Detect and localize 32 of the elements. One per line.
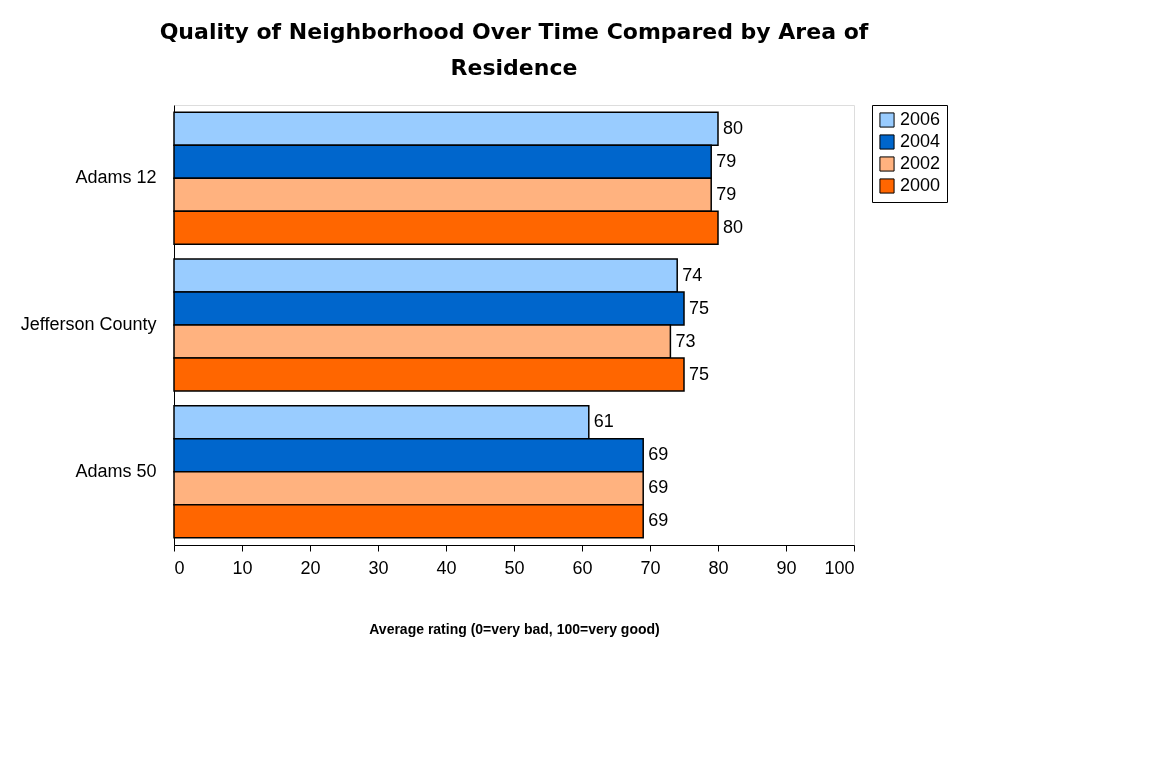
x-axis-title: Average rating (0=very bad, 100=very good) <box>369 620 660 637</box>
x-tick-label: 40 <box>436 557 457 578</box>
data-label: 75 <box>689 297 710 318</box>
x-tick-label: 20 <box>300 557 321 578</box>
x-tick-label: 50 <box>504 557 525 578</box>
x-tick-label: 70 <box>640 557 661 578</box>
data-label: 75 <box>689 363 710 384</box>
legend-label: 2004 <box>900 131 941 151</box>
data-label: 80 <box>723 216 744 237</box>
legend-label: 2006 <box>900 109 941 129</box>
data-label: 79 <box>716 150 737 171</box>
data-label: 61 <box>593 411 614 432</box>
data-label: 69 <box>648 477 669 498</box>
x-tick-label: 100 <box>824 557 855 578</box>
x-tick-label: 90 <box>776 557 797 578</box>
legend-label: 2000 <box>900 175 941 195</box>
data-label: 69 <box>648 510 669 531</box>
data-label: 80 <box>723 117 744 138</box>
x-tick-label: 80 <box>708 557 729 578</box>
y-tick-label: Jefferson County <box>20 314 157 334</box>
y-tick-label: Adams 12 <box>75 167 157 188</box>
x-tick-label: 30 <box>368 557 389 578</box>
data-label: 74 <box>682 264 703 285</box>
data-label: 69 <box>648 444 669 465</box>
data-label: 79 <box>716 183 737 204</box>
legend-label: 2002 <box>900 153 941 173</box>
x-tick-label: 60 <box>572 557 593 578</box>
x-tick-label: 0 <box>174 557 185 578</box>
chart-title: Quality of Neighborhood Over Time Compared by Area of Residence <box>159 18 869 80</box>
data-label: 73 <box>675 330 696 351</box>
x-tick-label: 10 <box>232 557 253 578</box>
y-tick-label: Adams 50 <box>75 460 157 481</box>
